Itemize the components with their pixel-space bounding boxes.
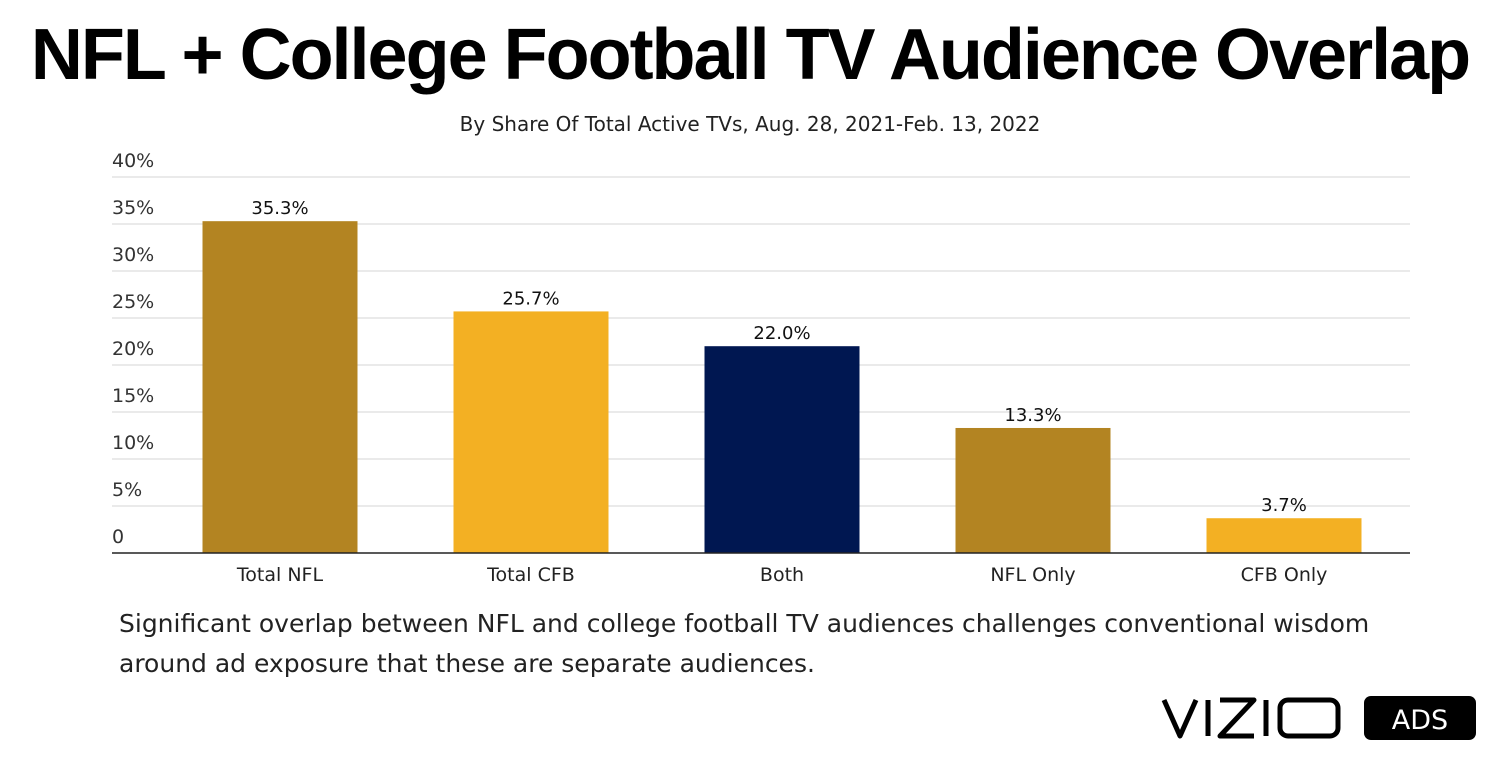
y-tick-label: 0 xyxy=(112,526,124,548)
y-tick-label: 40% xyxy=(112,150,154,172)
data-label: 25.7% xyxy=(502,288,559,309)
x-tick-label: NFL Only xyxy=(990,564,1075,586)
data-label: 3.7% xyxy=(1261,495,1307,516)
vizio-ads-logo: ADS xyxy=(1161,696,1476,740)
data-label: 13.3% xyxy=(1004,405,1061,426)
chart-subtitle: By Share Of Total Active TVs, Aug. 28, 2… xyxy=(459,112,1041,136)
data-label: 22.0% xyxy=(753,323,810,344)
bar xyxy=(955,427,1111,553)
bar-chart: 0 5% 10% 15% 20% 25% 30% 35% 40% 35.3% Total NFL 25… xyxy=(112,150,1410,586)
x-tick-label: Total NFL xyxy=(236,564,324,586)
y-tick-label: 5% xyxy=(112,479,142,501)
y-tick-label: 15% xyxy=(112,385,154,407)
bar xyxy=(202,221,358,553)
bar xyxy=(453,311,609,553)
chart-caption: Significant overlap between NFL and coll… xyxy=(119,609,1370,678)
x-tick-label: CFB Only xyxy=(1241,564,1328,586)
data-label: 35.3% xyxy=(251,198,308,219)
chart-title: NFL + College Football TV Audience Overl… xyxy=(30,15,1471,95)
y-tick-label: 20% xyxy=(112,338,154,360)
y-tick-label: 10% xyxy=(112,432,154,454)
svg-text:ADS: ADS xyxy=(1392,705,1448,736)
y-tick-label: 30% xyxy=(112,244,154,266)
y-tick-label: 35% xyxy=(112,197,154,219)
bar xyxy=(1206,518,1362,553)
x-tick-label: Both xyxy=(760,564,804,586)
x-tick-label: Total CFB xyxy=(486,564,575,586)
y-tick-label: 25% xyxy=(112,291,154,313)
bar xyxy=(704,346,860,553)
